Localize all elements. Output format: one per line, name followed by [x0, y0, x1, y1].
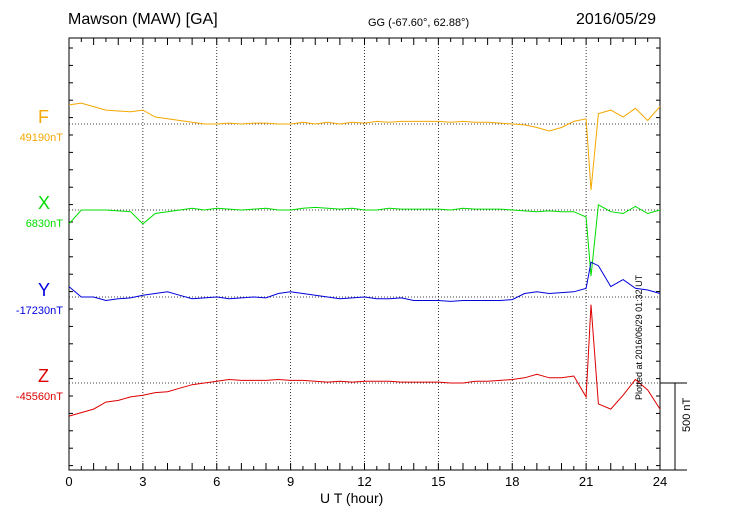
series-line-x [68, 203, 661, 277]
channel-label-x: X [38, 193, 51, 213]
geographic-coordinates: GG (-67.60°, 62.88°) [368, 17, 470, 29]
baseline-value-y: -17230nT [15, 305, 63, 317]
x-tick-label: 12 [357, 474, 371, 489]
chart-title: Mawson (MAW) [GA] [68, 11, 218, 28]
x-axis-label: U T (hour) [320, 490, 384, 506]
series-line-f [68, 102, 661, 191]
channel-label-y: Y [38, 280, 51, 300]
x-tick-label: 3 [139, 474, 146, 489]
x-tick-label: 15 [431, 474, 445, 489]
x-tick-label: 24 [653, 474, 667, 489]
series-line-y [68, 261, 661, 302]
x-tick-label: 21 [579, 474, 593, 489]
series-line-z [68, 304, 661, 417]
x-tick-label: 9 [287, 474, 294, 489]
channel-label-f: F [38, 107, 49, 127]
x-tick-label: 0 [65, 474, 72, 489]
scale-bar-label: 500 nT [681, 397, 693, 432]
x-tick-label: 18 [505, 474, 519, 489]
baseline-value-z: -45560nT [15, 391, 63, 403]
plotted-timestamp: Plotted at 2016/06/29 01:32 UT [634, 274, 644, 400]
baseline-value-f: 49190nT [19, 132, 63, 144]
plot-date: 2016/05/29 [576, 11, 657, 28]
baseline-value-x: 6830nT [25, 218, 63, 230]
channel-label-z: Z [38, 366, 49, 386]
x-tick-label: 6 [213, 474, 220, 489]
